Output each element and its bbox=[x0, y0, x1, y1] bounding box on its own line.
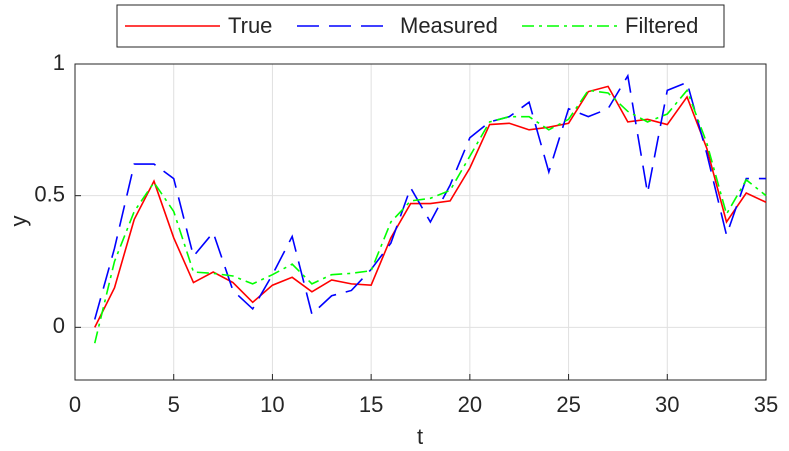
legend-label: True bbox=[228, 13, 272, 38]
x-tick-label: 15 bbox=[359, 392, 383, 417]
x-tick-label: 5 bbox=[168, 392, 180, 417]
legend-label: Filtered bbox=[625, 13, 698, 38]
x-tick-label: 0 bbox=[69, 392, 81, 417]
x-tick-label: 35 bbox=[754, 392, 778, 417]
axes-box bbox=[74, 63, 767, 381]
series-line bbox=[94, 85, 767, 328]
plot-area bbox=[75, 64, 766, 380]
legend-label: Measured bbox=[400, 13, 498, 38]
x-tick-label: 30 bbox=[655, 392, 679, 417]
x-tick-label: 20 bbox=[458, 392, 482, 417]
series-line bbox=[93, 88, 767, 344]
y-axis-label: y bbox=[6, 216, 31, 227]
x-tick-label: 10 bbox=[260, 392, 284, 417]
x-axis-label: t bbox=[417, 424, 423, 449]
y-tick-label: 0.5 bbox=[34, 181, 65, 206]
x-tick-label: 25 bbox=[556, 392, 580, 417]
y-tick-label: 0 bbox=[53, 313, 65, 338]
y-tick-label: 1 bbox=[53, 50, 65, 75]
series-line bbox=[93, 73, 766, 320]
